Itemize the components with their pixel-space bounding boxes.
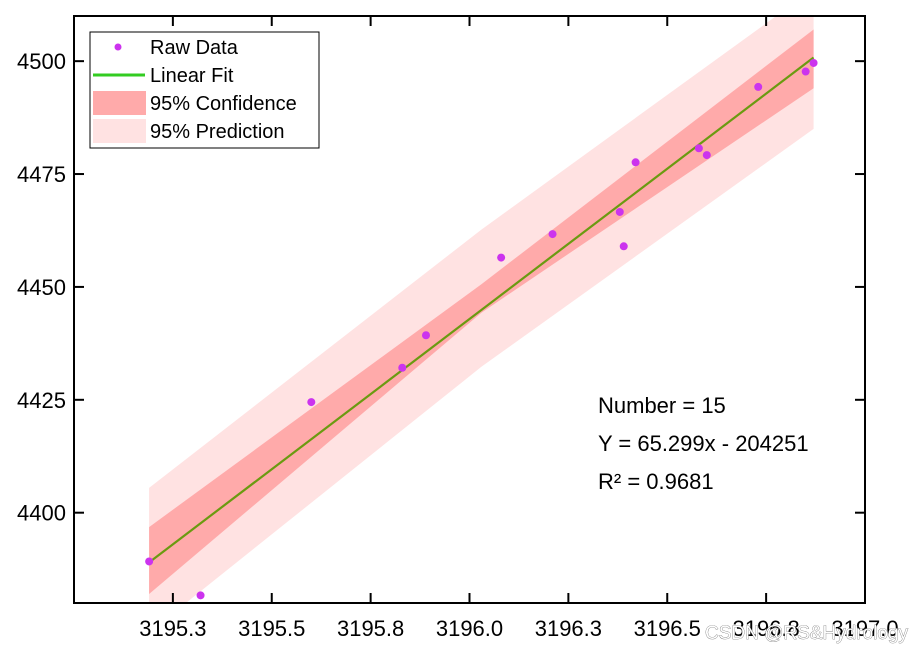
stat-line: Number = 15 [598,393,726,418]
x-tick-label: 3195.8 [337,616,404,641]
stats-annotation: Number = 15 Y = 65.299x - 204251 R² = 0.96… [598,393,809,494]
x-tick-label: 3196.3 [535,616,602,641]
stat-line: R² = 0.9681 [598,469,714,494]
x-tick-label: 3195.5 [238,616,305,641]
data-point [497,253,506,262]
data-point [196,591,205,600]
legend-label: 95% Confidence [150,93,297,115]
data-point [421,331,430,340]
legend-label: Linear Fit [150,65,234,87]
data-point [548,230,557,239]
data-point [801,67,810,76]
y-tick-label: 4475 [17,162,66,187]
ticks-layer: 3195.3 3195.5 3195.8 3196.0 3196.3 3196.5 3196… [17,16,899,641]
data-point [702,151,711,160]
legend-swatch-band [93,119,146,143]
x-tick-label: 3196.0 [436,616,503,641]
data-point [615,207,624,216]
y-tick-label: 4500 [17,49,66,74]
legend-marker-raw-data [114,43,122,51]
y-tick-label: 4400 [17,501,66,526]
data-point [145,557,154,566]
data-point [619,242,628,251]
legend-label: 95% Prediction [150,121,285,143]
legend: Raw Data Linear Fit 95% Confidence 95% Pred… [89,31,320,149]
data-point [694,144,703,153]
fit-layer [148,56,815,564]
x-tick-label: 3196.8 [732,616,799,641]
x-tick-label: 3196.5 [634,616,701,641]
points-layer [145,58,818,600]
y-tick-label: 4425 [17,388,66,413]
x-tick-label: 3195.3 [139,616,206,641]
y-tick-label: 4450 [17,275,66,300]
legend-swatch-band [93,91,146,115]
data-point [631,158,640,167]
data-point [398,363,407,372]
linear-fit-line [148,56,815,564]
data-point [754,82,763,91]
data-point [809,58,818,67]
watermark: CSDN @RS&Hydrology [705,623,909,644]
data-point [307,398,316,407]
confidence-band [149,29,814,594]
legend-label: Raw Data [150,37,239,59]
x-tick-label: 3197.0 [831,616,898,641]
stat-line: Y = 65.299x - 204251 [598,431,809,456]
